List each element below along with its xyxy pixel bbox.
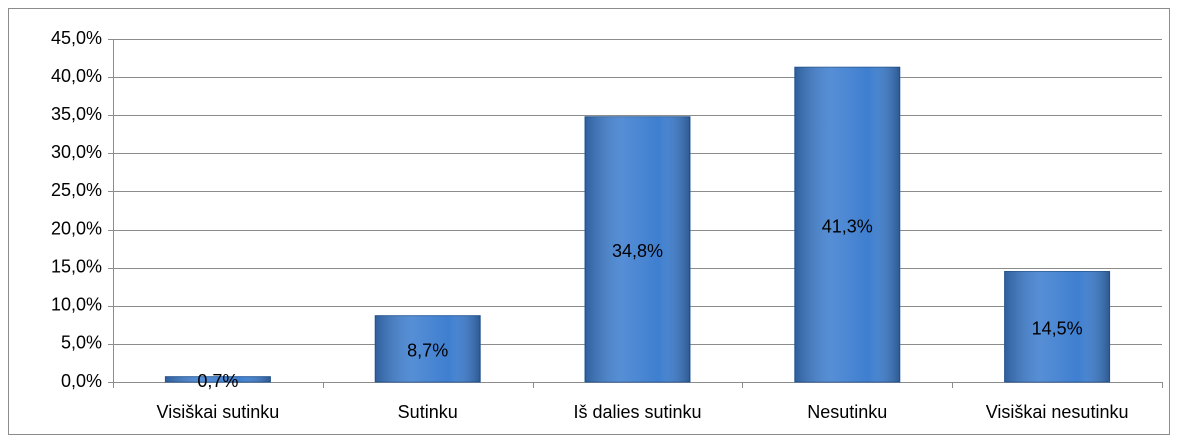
y-tick-label: 15,0% bbox=[51, 256, 102, 276]
x-tick-label: Iš dalies sutinku bbox=[573, 402, 701, 422]
y-tick-label: 25,0% bbox=[51, 180, 102, 200]
data-label: 8,7% bbox=[407, 341, 448, 361]
data-label: 14,5% bbox=[1032, 318, 1083, 338]
bar-shade bbox=[375, 315, 481, 382]
data-label: 0,7% bbox=[197, 371, 238, 391]
bar-shade bbox=[794, 67, 900, 383]
y-tick-label: 45,0% bbox=[51, 28, 102, 48]
x-tick-label: Nesutinku bbox=[807, 402, 887, 422]
y-tick-label: 20,0% bbox=[51, 218, 102, 238]
x-tick-label: Visiškai sutinku bbox=[157, 402, 280, 422]
data-label: 34,8% bbox=[612, 241, 663, 261]
y-tick-label: 35,0% bbox=[51, 104, 102, 124]
y-tick-label: 30,0% bbox=[51, 142, 102, 162]
y-tick-label: 40,0% bbox=[51, 66, 102, 86]
y-tick-label: 10,0% bbox=[51, 295, 102, 315]
x-tick-label: Sutinku bbox=[398, 402, 458, 422]
y-tick-label: 0,0% bbox=[61, 371, 102, 391]
x-tick-label: Visiškai nesutinku bbox=[986, 402, 1129, 422]
bar-shade bbox=[585, 116, 690, 382]
data-label: 41,3% bbox=[822, 216, 873, 236]
bar-shade bbox=[1004, 271, 1110, 382]
y-tick-label: 5,0% bbox=[61, 333, 102, 353]
bar-shade bbox=[165, 376, 271, 382]
